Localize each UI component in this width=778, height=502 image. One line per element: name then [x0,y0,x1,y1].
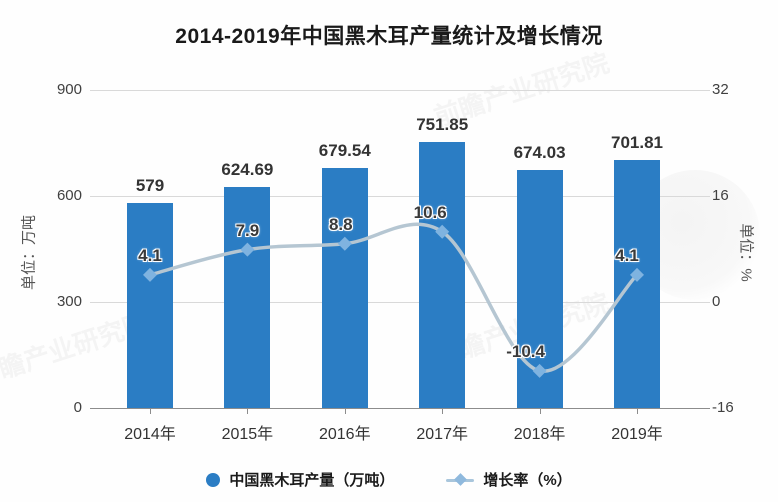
left-axis-tick-label: 600 [56,187,82,204]
x-axis-tick [150,409,151,414]
gridline [90,90,710,91]
bar-value-label: 701.81 [611,133,663,153]
legend-label: 中国黑木耳产量（万吨） [229,472,395,489]
line-value-label: 8.8 [328,214,353,234]
line-marker-2015年 [240,242,255,257]
bar-2017年 [419,142,466,408]
x-axis-label: 2016年 [318,426,371,443]
line-value-label: 7.9 [235,220,260,240]
x-axis-label: 2014年 [124,426,176,443]
legend-item-growth-rate[interactable]: 增长率（%） [446,469,572,490]
right-axis-tick-label: 0 [712,293,721,310]
bar-2015年 [224,187,271,408]
right-axis-tick-label: 16 [712,187,729,204]
x-axis-tick [344,409,346,414]
right-axis-tick-label: -16 [712,399,734,416]
x-axis-label: 2018年 [513,426,566,443]
x-axis-tick [637,409,638,414]
x-axis-label: 2017年 [416,426,468,443]
left-axis-title: 单位：万吨 [20,215,38,291]
bar-value-label: 674.03 [513,142,566,162]
line-marker-2018年 [532,363,547,378]
legend-item-production[interactable]: 中国黑木耳产量（万吨） [206,469,394,490]
line-value-label: 4.1 [615,245,639,265]
bar-value-label: 751.85 [416,115,469,135]
line-marker-2016年 [337,236,352,251]
chart-title: 2014-2019年中国黑木耳产量统计及增长情况 [175,25,603,48]
x-axis-label: 2019年 [611,426,663,443]
right-axis-title: 单位：% [737,223,755,282]
x-axis-tick [539,409,541,414]
bar-2016年 [321,167,368,408]
line-value-label: 4.1 [138,245,162,265]
left-axis-tick-label: 300 [56,293,82,310]
x-axis-line [90,408,710,409]
legend-label: 增长率（%） [483,472,572,489]
bar-2019年 [614,160,660,408]
line-marker-2019年 [630,267,644,282]
line-marker-2017年 [435,224,450,239]
left-axis-tick-label: 0 [73,399,82,416]
gridline [90,302,710,303]
bar-value-label: 679.54 [318,140,371,160]
legend: 中国黑木耳产量（万吨） 增长率（%） [0,469,778,490]
bar-2014年 [127,203,173,408]
line-value-label: 10.6 [413,202,447,222]
right-axis-tick-label: 32 [712,81,729,98]
legend-diamond-marker-icon [446,473,475,487]
x-axis-tick [247,409,249,414]
line-value-label: -10.4 [506,341,545,361]
bar-value-label: 579 [135,176,165,196]
line-marker-2014年 [143,267,157,282]
bar-value-label: 624.69 [221,160,274,180]
legend-circle-marker-icon [206,472,221,487]
x-axis-tick [442,409,444,414]
gridline [90,196,710,197]
x-axis-label: 2015年 [221,426,274,443]
left-axis-tick-label: 900 [56,81,82,98]
